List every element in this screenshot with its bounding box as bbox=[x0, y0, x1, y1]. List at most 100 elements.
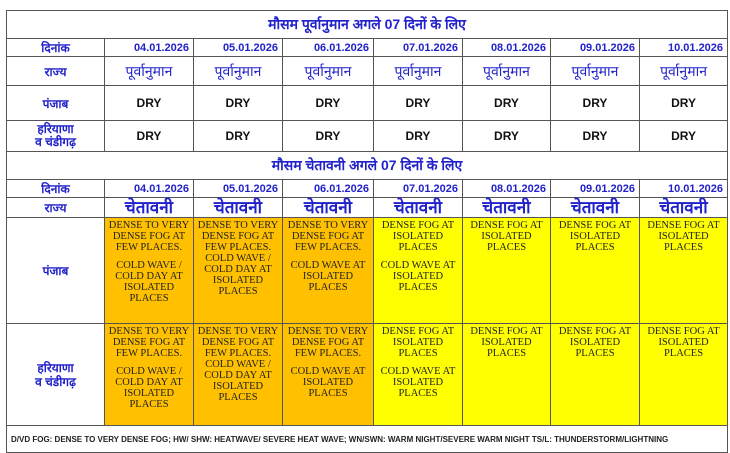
cold-warning: COLD WAVE AT ISOLATED PLACES bbox=[380, 260, 456, 293]
warning-date: 07.01.2026 bbox=[373, 179, 463, 198]
warning-cell: DENSE TO VERY DENSE FOG AT FEW PLACES. CO… bbox=[193, 323, 283, 426]
forecast-date: 09.01.2026 bbox=[550, 38, 640, 57]
warning-cell: DENSE FOG AT ISOLATED PLACES bbox=[638, 217, 729, 324]
warning-cell: DENSE FOG AT ISOLATED PLACES COLD WAVE AT… bbox=[373, 217, 463, 324]
state-haryana-chandigarh: हरियाणा व चंडीगढ़ bbox=[6, 323, 105, 426]
warning-cell: DENSE FOG AT ISOLATED PLACES bbox=[550, 323, 640, 426]
state-line: व चंडीगढ़ bbox=[35, 135, 76, 149]
forecast-value: DRY bbox=[373, 85, 463, 121]
weather-bulletin: मौसम पूर्वानुमान अगले 07 दिनों के लिए दि… bbox=[5, 10, 729, 453]
forecast-value: DRY bbox=[373, 120, 463, 152]
fog-warning: DENSE FOG AT ISOLATED PLACES bbox=[558, 220, 632, 253]
forecast-date: 07.01.2026 bbox=[373, 38, 463, 57]
warning-cell: DENSE FOG AT ISOLATED PLACES bbox=[462, 217, 551, 324]
cold-warning: COLD WAVE / COLD DAY AT ISOLATED PLACES bbox=[204, 253, 272, 297]
fog-warning: DENSE FOG AT ISOLATED PLACES bbox=[470, 220, 543, 253]
forecast-value: DRY bbox=[104, 85, 194, 121]
warning-date-label: दिनांक bbox=[6, 179, 105, 198]
warning-date: 05.01.2026 bbox=[193, 179, 283, 198]
warning-cell: DENSE TO VERY DENSE FOG AT FEW PLACES. CO… bbox=[282, 217, 374, 324]
forecast-column-label: पूर्वानुमान bbox=[550, 56, 640, 86]
forecast-title: मौसम पूर्वानुमान अगले 07 दिनों के लिए bbox=[5, 10, 729, 39]
warning-title-text: मौसम चेतावनी अगले 07 दिनों के लिए bbox=[271, 157, 463, 173]
warning-cell: DENSE FOG AT ISOLATED PLACES bbox=[638, 323, 729, 426]
cold-warning: COLD WAVE AT ISOLATED PLACES bbox=[290, 260, 366, 293]
weather-table: मौसम पूर्वानुमान अगले 07 दिनों के लिए दि… bbox=[5, 10, 729, 453]
forecast-column-label: पूर्वानुमान bbox=[373, 56, 463, 86]
cold-warning: COLD WAVE AT ISOLATED PLACES bbox=[380, 366, 456, 399]
forecast-value: DRY bbox=[550, 120, 640, 152]
fog-warning: DENSE FOG AT ISOLATED PLACES bbox=[647, 220, 720, 253]
forecast-value: DRY bbox=[550, 85, 640, 121]
warning-title: मौसम चेतावनी अगले 07 दिनों के लिए bbox=[5, 151, 729, 180]
forecast-date: 08.01.2026 bbox=[462, 38, 551, 57]
warning-column-label: चेतावनी bbox=[193, 197, 283, 218]
warning-column-label: चेतावनी bbox=[638, 197, 729, 218]
warning-date: 06.01.2026 bbox=[282, 179, 374, 198]
forecast-value: DRY bbox=[193, 120, 283, 152]
warning-cell: DENSE FOG AT ISOLATED PLACES bbox=[550, 217, 640, 324]
warning-column-label: चेतावनी bbox=[550, 197, 640, 218]
state-line: व चंडीगढ़ bbox=[35, 374, 76, 389]
fog-warning: DENSE TO VERY DENSE FOG AT FEW PLACES. bbox=[108, 220, 190, 253]
fog-warning: DENSE TO VERY DENSE FOG AT FEW PLACES. bbox=[287, 220, 369, 253]
warning-state-label: राज्य bbox=[6, 197, 105, 218]
warning-column-label: चेतावनी bbox=[282, 197, 374, 218]
state-line: हरियाणा bbox=[37, 122, 74, 136]
fog-warning: DENSE TO VERY DENSE FOG AT FEW PLACES. bbox=[287, 326, 369, 359]
forecast-date: 05.01.2026 bbox=[193, 38, 283, 57]
forecast-value: DRY bbox=[104, 120, 194, 152]
warning-date: 10.01.2026 bbox=[638, 179, 729, 198]
fog-warning: DENSE FOG AT ISOLATED PLACES bbox=[381, 326, 455, 359]
warning-cell: DENSE TO VERY DENSE FOG AT FEW PLACES. CO… bbox=[193, 217, 283, 324]
warning-cell: DENSE TO VERY DENSE FOG AT FEW PLACES. CO… bbox=[104, 217, 194, 324]
fog-warning: DENSE FOG AT ISOLATED PLACES bbox=[470, 326, 543, 359]
fog-warning: DENSE FOG AT ISOLATED PLACES bbox=[558, 326, 632, 359]
warning-cell: DENSE FOG AT ISOLATED PLACES bbox=[462, 323, 551, 426]
forecast-value: DRY bbox=[282, 120, 374, 152]
warning-cell: DENSE TO VERY DENSE FOG AT FEW PLACES. CO… bbox=[104, 323, 194, 426]
warning-cell: DENSE FOG AT ISOLATED PLACES COLD WAVE AT… bbox=[373, 323, 463, 426]
warning-column-label: चेतावनी bbox=[104, 197, 194, 218]
cold-warning: COLD WAVE / COLD DAY AT ISOLATED PLACES bbox=[115, 366, 183, 410]
forecast-row-haryana: हरियाणा व चंडीगढ़ DRY DRY DRY DRY DRY DR… bbox=[6, 120, 729, 152]
forecast-date: 06.01.2026 bbox=[282, 38, 374, 57]
warning-cell: DENSE TO VERY DENSE FOG AT FEW PLACES. CO… bbox=[282, 323, 374, 426]
fog-warning: DENSE FOG AT ISOLATED PLACES bbox=[381, 220, 455, 253]
footnote: D/VD FOG: DENSE TO VERY DENSE FOG; HW/ S… bbox=[5, 425, 729, 453]
warning-row-punjab: पंजाब DENSE TO VERY DENSE FOG AT FEW PLA… bbox=[6, 217, 729, 324]
forecast-date-label: दिनांक bbox=[6, 38, 105, 57]
state-punjab: पंजाब bbox=[6, 85, 105, 121]
warning-column-label: चेतावनी bbox=[462, 197, 551, 218]
forecast-value: DRY bbox=[193, 85, 283, 121]
forecast-value: DRY bbox=[638, 85, 729, 121]
forecast-column-label: पूर्वानुमान bbox=[282, 56, 374, 86]
fog-warning: DENSE FOG AT ISOLATED PLACES bbox=[647, 326, 720, 359]
forecast-column-label: पूर्वानुमान bbox=[193, 56, 283, 86]
warning-row-haryana: हरियाणा व चंडीगढ़ DENSE TO VERY DENSE FO… bbox=[6, 323, 729, 426]
forecast-column-label: पूर्वानुमान bbox=[104, 56, 194, 86]
forecast-column-label: पूर्वानुमान bbox=[638, 56, 729, 86]
state-punjab: पंजाब bbox=[6, 217, 105, 324]
cold-warning: COLD WAVE / COLD DAY AT ISOLATED PLACES bbox=[115, 260, 183, 304]
state-line: हरियाणा bbox=[37, 360, 74, 375]
warning-date: 04.01.2026 bbox=[104, 179, 194, 198]
warning-date: 09.01.2026 bbox=[550, 179, 640, 198]
warning-date: 08.01.2026 bbox=[462, 179, 551, 198]
forecast-row-punjab: पंजाब DRY DRY DRY DRY DRY DRY DRY bbox=[6, 85, 729, 121]
cold-warning: COLD WAVE AT ISOLATED PLACES bbox=[290, 366, 366, 399]
state-haryana-chandigarh: हरियाणा व चंडीगढ़ bbox=[6, 120, 105, 152]
forecast-state-label: राज्य bbox=[6, 56, 105, 86]
fog-warning: DENSE TO VERY DENSE FOG AT FEW PLACES. bbox=[108, 326, 190, 359]
forecast-column-label: पूर्वानुमान bbox=[462, 56, 551, 86]
cold-warning: COLD WAVE / COLD DAY AT ISOLATED PLACES bbox=[204, 359, 272, 403]
fog-warning: DENSE TO VERY DENSE FOG AT FEW PLACES. bbox=[197, 220, 279, 253]
forecast-value: DRY bbox=[462, 120, 551, 152]
forecast-value: DRY bbox=[638, 120, 729, 152]
forecast-value: DRY bbox=[462, 85, 551, 121]
forecast-value: DRY bbox=[282, 85, 374, 121]
forecast-title-text: मौसम पूर्वानुमान अगले 07 दिनों के लिए bbox=[268, 16, 466, 32]
warning-column-label: चेतावनी bbox=[373, 197, 463, 218]
forecast-date: 10.01.2026 bbox=[638, 38, 729, 57]
forecast-date: 04.01.2026 bbox=[104, 38, 194, 57]
